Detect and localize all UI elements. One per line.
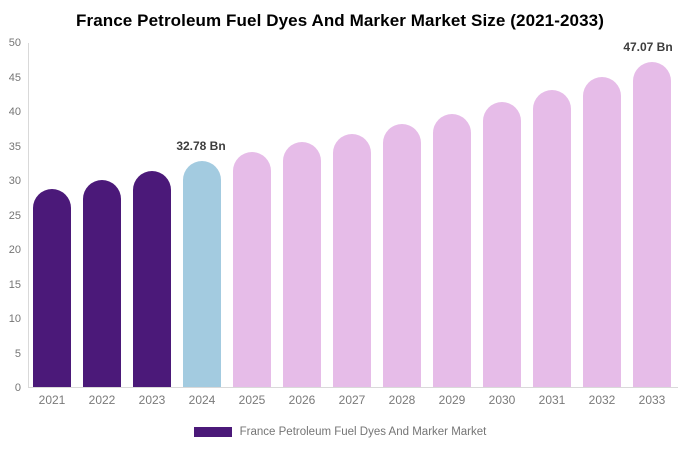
x-tick-label: 2027 [338,393,366,407]
chart-title: France Petroleum Fuel Dyes And Marker Ma… [76,11,604,30]
y-tick-label: 40 [8,106,21,118]
y-tick-label: 5 [14,347,21,360]
y-tick-label: 35 [8,140,21,153]
y-tick-label: 30 [8,175,21,187]
bar-slot: 2021 [33,42,71,407]
bar-slot: 2026 [283,42,321,407]
y-tick-label: 10 [8,313,21,325]
y-tick-label: 0 [14,382,21,394]
bar-slot: 2025 [233,42,271,407]
x-tick-label: 2024 [188,393,216,407]
y-tick-label: 25 [8,209,21,222]
x-tick-label: 2025 [238,393,266,407]
bar-2026[interactable] [283,142,321,387]
x-tick-label: 2028 [388,393,416,407]
bar-slot: 2028 [383,42,421,407]
x-tick-label: 2029 [438,393,466,407]
bar-slot: 2022 [83,42,121,407]
bar-slot: 2027 [333,42,371,407]
y-tick-label: 50 [8,37,21,49]
bar-slot: 2029 [433,42,471,407]
bar-2021[interactable] [33,188,71,387]
bar-2028[interactable] [383,124,421,387]
x-tick-label: 2026 [288,393,316,407]
y-tick-label: 45 [8,71,21,84]
x-tick-label: 2023 [138,393,166,407]
bar-slot: 2024 [183,42,221,407]
bar-2030[interactable] [483,102,521,387]
bar-2024[interactable] [183,160,221,387]
y-axis-ticks: 0 5 10 15 20 25 30 35 40 45 50 [0,37,24,394]
bar-2033[interactable] [633,62,671,387]
legend[interactable]: France Petroleum Fuel Dyes And Marker Ma… [0,426,680,438]
plot-area: 2021 2022 2023 2024 2025 2026 2027 2028 2029 2030… [28,42,678,407]
legend-label: France Petroleum Fuel Dyes And Marker Ma… [239,426,487,438]
y-tick-label: 15 [8,278,21,291]
legend-swatch-icon [193,427,232,437]
x-tick-label: 2033 [638,393,666,407]
bars-container: 2021 2022 2023 2024 2025 2026 2027 2028 2029 2030… [33,42,671,407]
value-label: 32.78 Bn [176,138,226,153]
bar-slot: 2032 [583,42,621,407]
y-tick-label: 20 [8,244,21,256]
bar-2032[interactable] [583,77,621,387]
x-tick-label: 2032 [588,393,616,407]
x-tick-label: 2021 [38,393,66,407]
x-tick-label: 2030 [488,393,516,407]
value-label: 47.07 Bn [623,40,673,55]
bar-2029[interactable] [433,113,471,387]
x-tick-label: 2031 [538,393,566,407]
bar-slot: 2023 [133,42,171,407]
bar-slot: 2033 [633,42,671,407]
bar-2023[interactable] [133,171,171,387]
bar-2027[interactable] [333,134,371,387]
bar-2031[interactable] [533,90,571,387]
bar-slot: 2031 [533,42,571,407]
x-tick-label: 2022 [88,393,116,407]
bar-2022[interactable] [83,180,121,387]
bar-2025[interactable] [233,151,271,387]
bar-slot: 2030 [483,42,521,407]
